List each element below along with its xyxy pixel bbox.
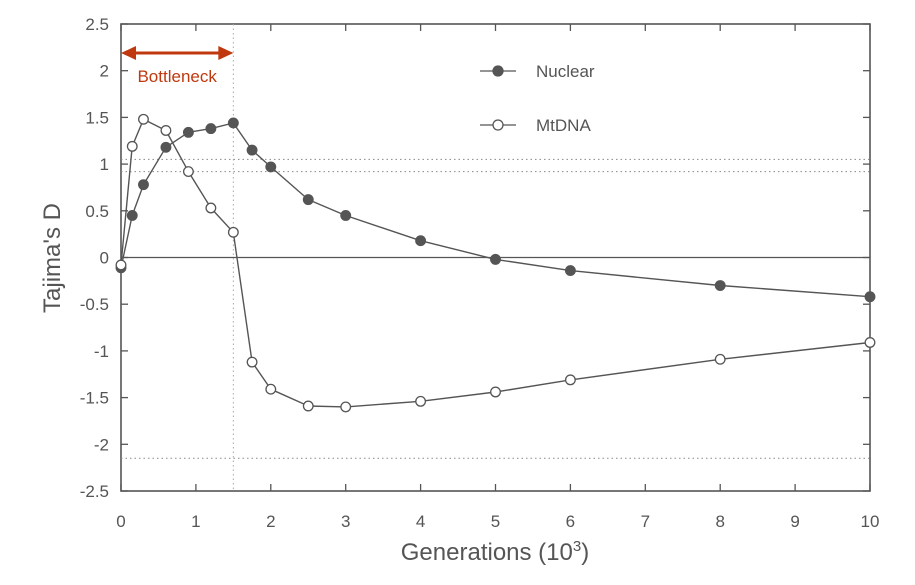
bottleneck-annotation: Bottleneck: [121, 46, 234, 86]
x-tick-label: 5: [491, 512, 500, 531]
data-point-mtdna: [714, 353, 726, 365]
data-point-mtdna: [182, 166, 194, 178]
x-tick-label: 2: [266, 512, 275, 531]
data-point-mtdna: [564, 374, 576, 386]
legend: Nuclear MtDNA: [480, 62, 595, 135]
data-point-nuclear: [340, 210, 352, 221]
legend-label-nuclear: Nuclear: [536, 62, 595, 81]
data-point-nuclear: [205, 123, 217, 135]
data-point-mtdna: [864, 337, 876, 348]
data-point-nuclear: [227, 117, 239, 129]
data-point-nuclear: [864, 291, 876, 303]
y-tick-label: -1.5: [80, 389, 109, 408]
legend-label-mtdna: MtDNA: [536, 116, 591, 135]
series-line-mtdna: [120, 118, 871, 408]
data-point-nuclear: [126, 210, 138, 221]
x-axis-title-close: ): [581, 539, 589, 566]
y-tick-label: -2.5: [80, 482, 109, 501]
y-tick-label: -0.5: [80, 295, 109, 314]
x-axis: 0 1 2 3 4 5 6 7 8 9 10: [116, 24, 879, 531]
bottleneck-label: Bottleneck: [137, 67, 217, 86]
data-point-nuclear: [564, 265, 576, 277]
y-tick-label: 1: [100, 155, 109, 174]
data-point-mtdna: [490, 386, 501, 398]
x-axis-title: Generations (103): [401, 538, 589, 566]
x-axis-title-main: Generations (10: [401, 539, 573, 566]
data-point-mtdna: [340, 401, 352, 413]
y-tick-label: 1.5: [85, 108, 109, 127]
x-tick-label: 3: [341, 512, 350, 531]
x-tick-label: 1: [191, 512, 200, 531]
y-tick-label: 2: [100, 62, 109, 81]
data-point-nuclear: [714, 280, 726, 291]
data-point-nuclear: [246, 144, 258, 156]
data-point-mtdna: [302, 400, 314, 412]
data-point-mtdna: [415, 395, 427, 407]
x-tick-label: 9: [790, 512, 799, 531]
y-tick-label: 0: [100, 249, 109, 268]
data-point-mtdna: [160, 125, 172, 136]
data-point-nuclear: [160, 141, 172, 153]
y-tick-label: -2: [94, 435, 109, 454]
legend-marker-nuclear: [492, 65, 504, 77]
data-point-mtdna: [246, 356, 258, 368]
data-point-nuclear: [490, 253, 501, 265]
data-point-mtdna: [115, 259, 127, 271]
x-tick-label: 6: [566, 512, 575, 531]
x-tick-label: 0: [116, 512, 125, 531]
x-tick-label: 8: [715, 512, 724, 531]
y-tick-label: 2.5: [85, 15, 109, 34]
y-tick-label: -1: [94, 342, 109, 361]
x-tick-label: 10: [861, 512, 880, 531]
data-point-mtdna: [126, 140, 138, 152]
x-axis-title-sup: 3: [573, 538, 581, 555]
legend-marker-mtdna: [492, 119, 504, 131]
x-tick-label: 7: [641, 512, 650, 531]
data-point-nuclear: [415, 235, 427, 247]
series-layer: [115, 113, 876, 413]
data-point-mtdna: [205, 202, 217, 214]
x-tick-label: 4: [416, 512, 425, 531]
y-tick-label: 0.5: [85, 202, 109, 221]
series-line-nuclear: [120, 122, 871, 298]
bottleneck-arrowhead-left: [121, 46, 136, 60]
data-point-nuclear: [302, 194, 314, 206]
y-axis-title: Tajima's D: [39, 203, 66, 313]
y-axis: 2.5 2 1.5 1 0.5 0 -0.5 -1 -1.5 -2 -2.5: [80, 15, 870, 501]
data-point-mtdna: [227, 226, 239, 238]
data-point-nuclear: [265, 161, 277, 173]
bottleneck-arrowhead-right: [218, 46, 234, 60]
data-point-nuclear: [182, 126, 194, 138]
data-point-mtdna: [265, 383, 277, 395]
data-point-nuclear: [138, 179, 149, 191]
data-point-mtdna: [138, 113, 149, 125]
